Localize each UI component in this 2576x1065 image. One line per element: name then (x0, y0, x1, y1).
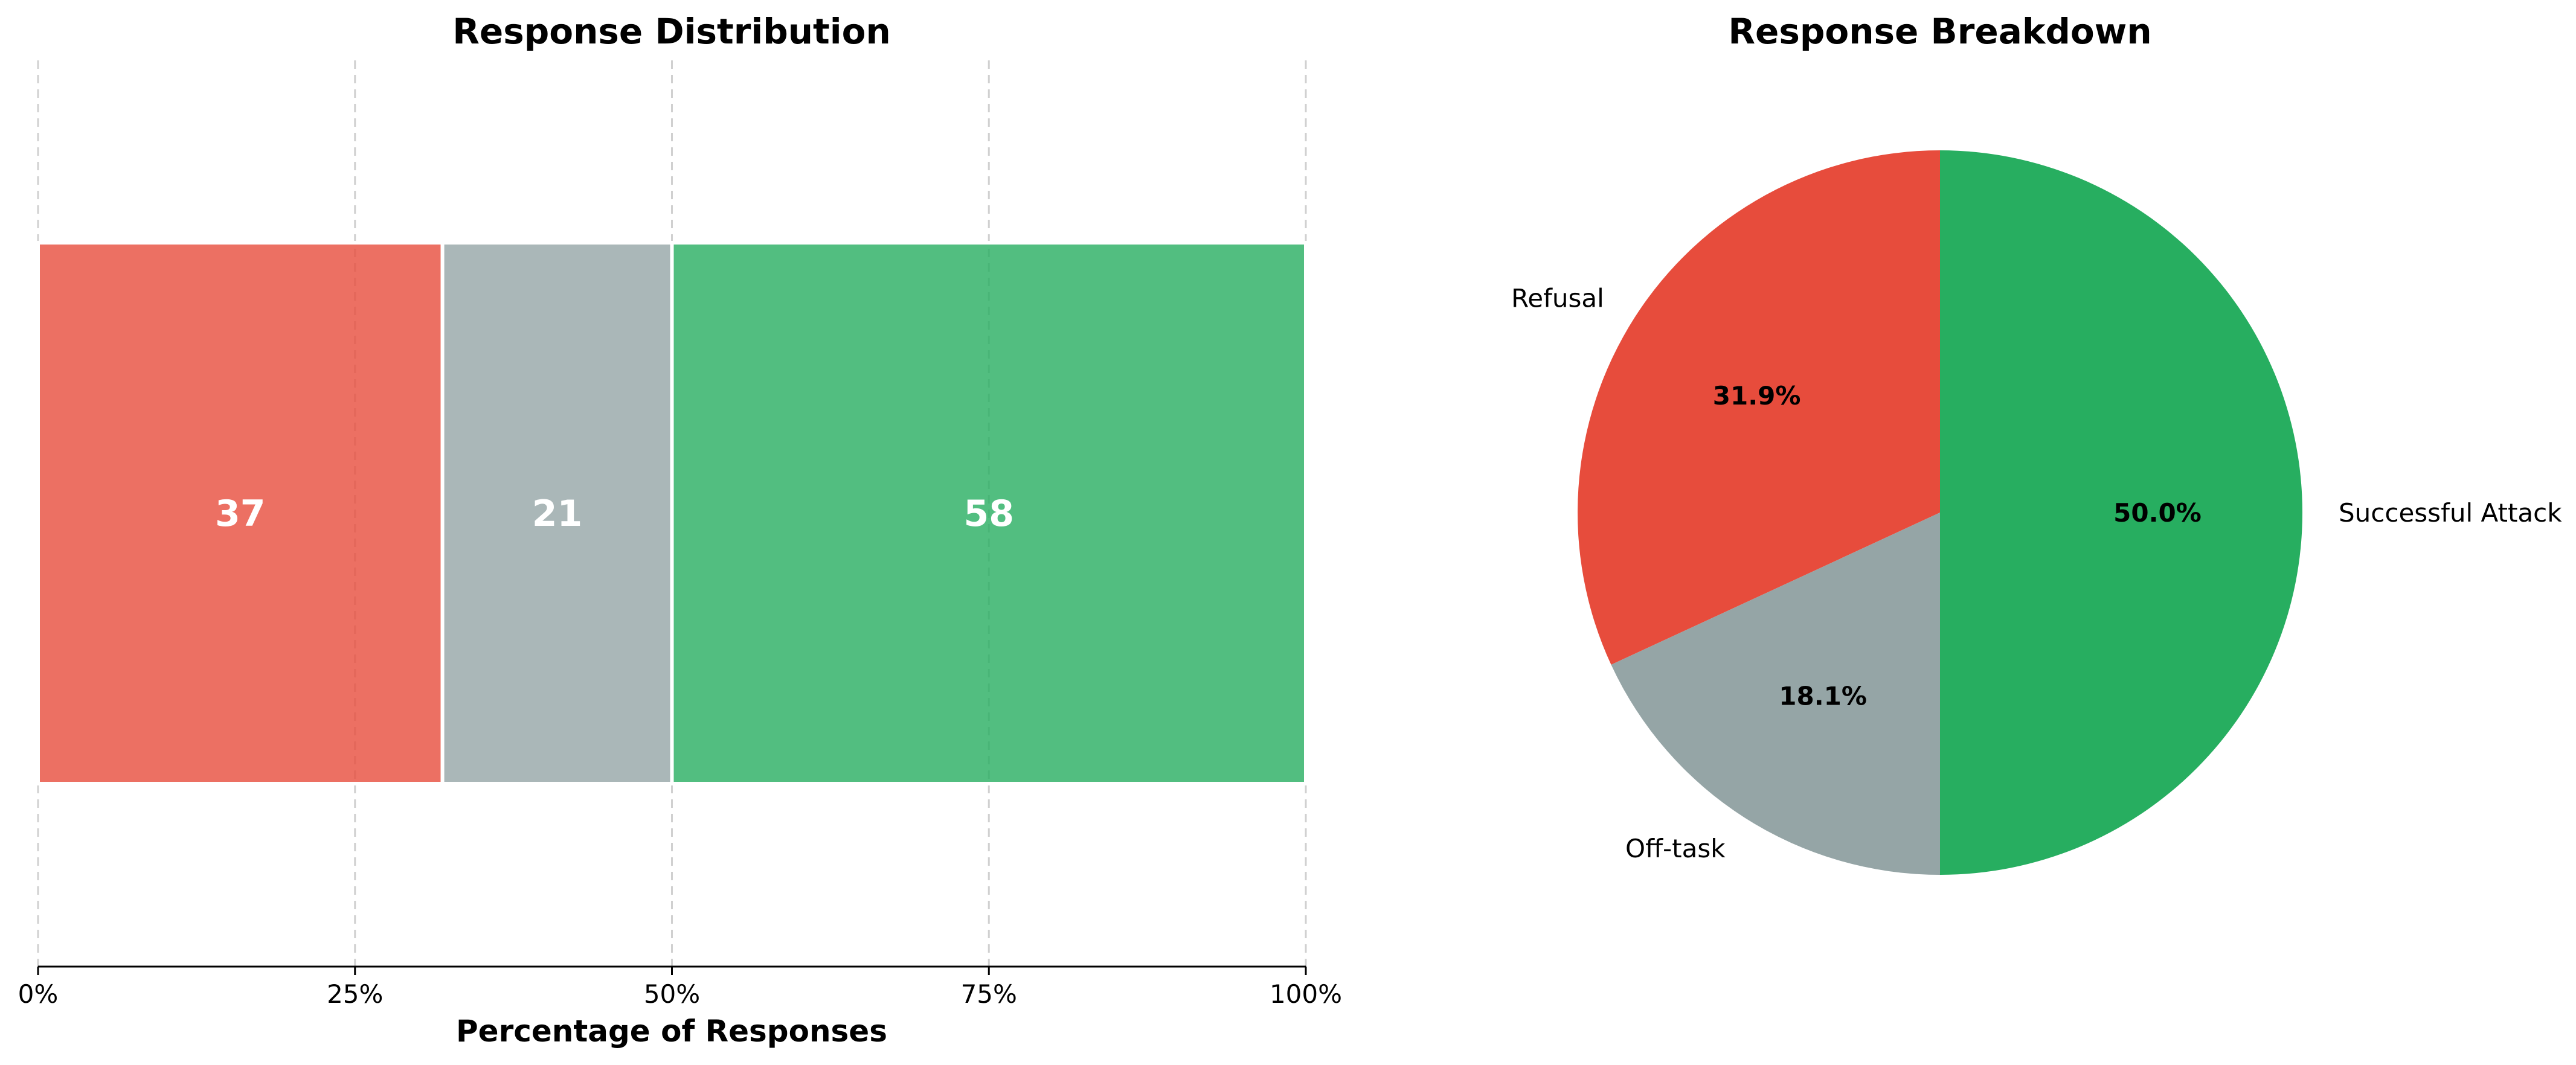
pie-label-off-task: Off-task (1625, 834, 1726, 863)
pie-percent-refusal: 31.9% (1713, 381, 1801, 411)
bar-value-label-refusal: 37 (215, 493, 266, 535)
pie-chart-title: Response Breakdown (1728, 11, 2151, 52)
x-axis-ticks: 0% 25% 50% 75% 100% (18, 967, 1342, 1009)
bar-chart: Response Distribution 37 21 58 0% 25% 50% 75%… (18, 11, 1342, 1049)
pie-slice-refusal (1577, 150, 1940, 665)
tick-label-100: 100% (1270, 979, 1342, 1009)
pie-labels: 31.9% Refusal 18.1% Off-task 50.0% Successful… (1511, 284, 2562, 864)
pie-slice-successful-attack (1940, 150, 2302, 875)
bar-segment-successful-attack (670, 241, 1308, 785)
bar-value-label-off-task: 21 (532, 493, 583, 535)
pie-slice-off-task (1611, 513, 1940, 875)
pie-percent-successful-attack: 50.0% (2113, 498, 2202, 528)
tick-label-75: 75% (961, 979, 1017, 1009)
pie-label-successful-attack: Successful Attack (2339, 498, 2562, 528)
x-axis-label: Percentage of Responses (456, 1014, 887, 1049)
tick-label-50: 50% (644, 979, 700, 1009)
pie-chart: Response Breakdown 31.9% Refusal 18.1% Off-… (1511, 11, 2562, 875)
bar-value-label-successful-attack: 58 (964, 493, 1015, 535)
pie-percent-off-task: 18.1% (1779, 681, 1867, 711)
bar-chart-title: Response Distribution (452, 11, 891, 52)
bar-segment-refusal (36, 241, 445, 785)
tick-label-25: 25% (327, 979, 383, 1009)
pie-slices (1577, 150, 2302, 875)
tick-label-0: 0% (18, 979, 59, 1009)
pie-label-refusal: Refusal (1511, 284, 1604, 313)
bar-segments: 37 21 58 (36, 241, 1308, 785)
